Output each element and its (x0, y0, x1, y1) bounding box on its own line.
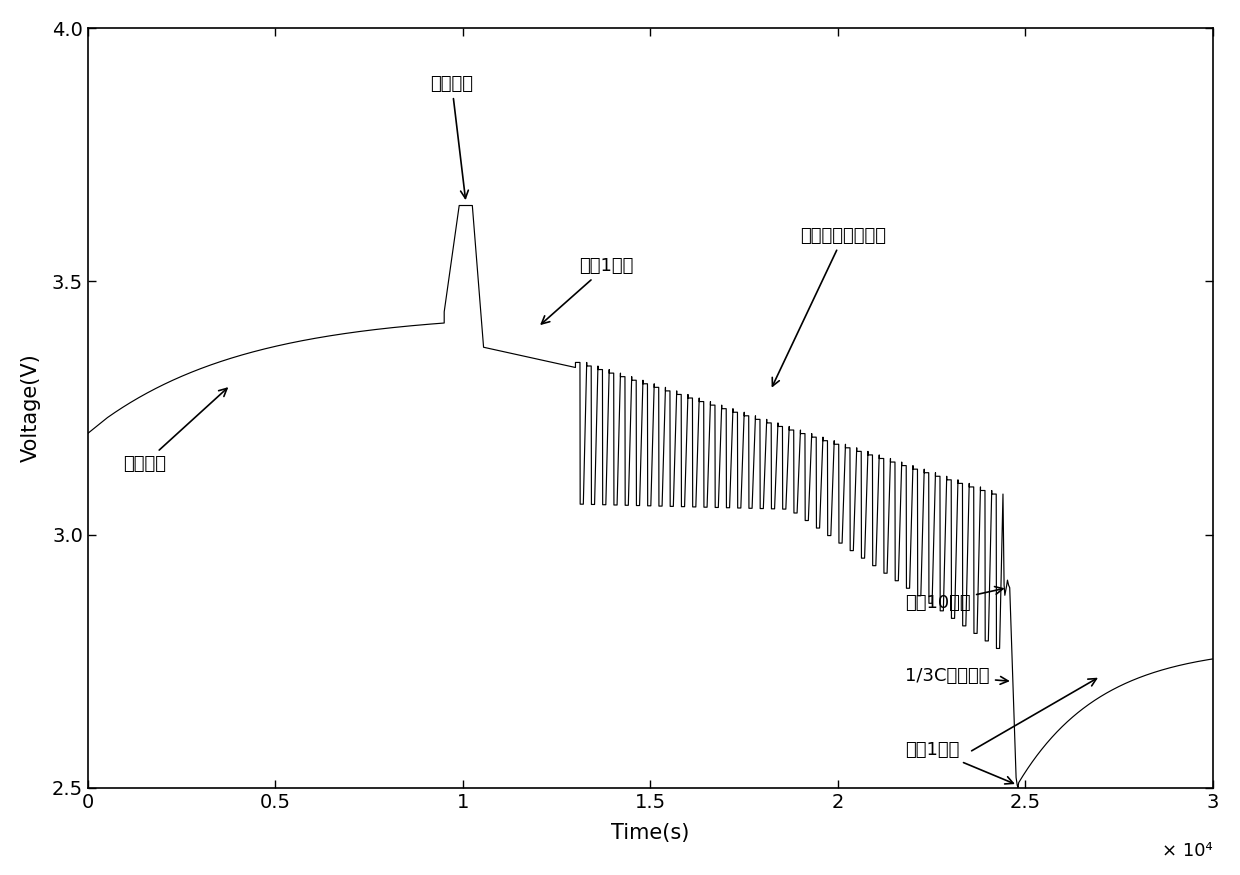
Text: 恒流充电: 恒流充电 (123, 388, 227, 472)
Text: 动态应力工况测试: 动态应力工况测试 (773, 227, 887, 386)
Text: 1/3C恒流放电: 1/3C恒流放电 (905, 668, 1008, 685)
Y-axis label: Voltage(V): Voltage(V) (21, 354, 41, 462)
X-axis label: Time(s): Time(s) (611, 822, 689, 843)
Text: 静置1小时: 静置1小时 (905, 741, 1013, 784)
Text: × 10⁴: × 10⁴ (1162, 843, 1213, 860)
Text: 恒压充电: 恒压充电 (430, 75, 474, 199)
Text: 静置10分钟: 静置10分钟 (905, 586, 1003, 612)
Text: 静置1小时: 静置1小时 (542, 257, 634, 324)
